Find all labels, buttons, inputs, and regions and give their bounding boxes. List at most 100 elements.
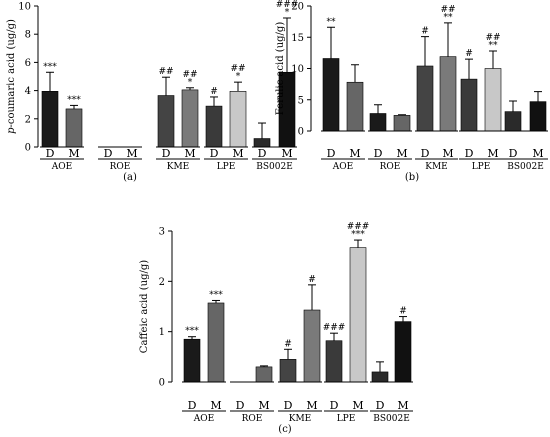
significance-label: ## — [485, 33, 500, 43]
significance-label: # — [308, 275, 316, 285]
x-tick-label: D — [376, 399, 385, 412]
y-tick-label: 10 — [291, 64, 304, 75]
significance-label: * — [285, 8, 290, 18]
bar — [157, 95, 175, 148]
bar — [183, 338, 201, 383]
bar — [394, 321, 412, 383]
x-tick-label: M — [396, 147, 407, 160]
bar — [346, 81, 364, 132]
significance-label: * — [236, 72, 241, 82]
y-axis-label: Ferulic acid (ug/g) — [275, 22, 286, 116]
significance-label: # — [399, 307, 407, 317]
y-tick-label: 8 — [25, 30, 31, 41]
bar — [349, 247, 367, 383]
x-tick-label: M — [232, 147, 243, 160]
x-tick-label: D — [327, 147, 336, 160]
y-tick-label: 1 — [159, 327, 165, 338]
significance-label: *** — [209, 290, 223, 300]
x-tick-label: M — [281, 147, 292, 160]
panel-label: (c) — [278, 424, 292, 435]
group-label: ROE — [242, 414, 263, 424]
significance-label: ### — [347, 222, 370, 232]
bar — [504, 111, 522, 132]
group-label: BS002E — [507, 162, 544, 172]
group-label: AOE — [193, 414, 214, 424]
bar — [279, 359, 297, 383]
bar — [393, 115, 411, 132]
x-tick-label: M — [258, 399, 269, 412]
bar — [529, 101, 547, 132]
y-tick-label: 4 — [25, 86, 31, 97]
significance-label: ** — [489, 41, 499, 51]
x-tick-label: M — [352, 399, 363, 412]
group-label: BS002E — [256, 162, 293, 172]
bar — [255, 366, 273, 383]
x-tick-label: M — [397, 399, 408, 412]
x-tick-label: D — [509, 147, 518, 160]
x-tick-label: D — [421, 147, 430, 160]
y-tick-label: 0 — [159, 378, 165, 389]
significance-label: ## — [230, 64, 245, 74]
group-label: AOE — [332, 162, 353, 172]
bar — [253, 138, 271, 148]
x-tick-label: M — [68, 147, 79, 160]
y-axis-label: Caffeic acid (ug/g) — [139, 260, 150, 353]
significance-label: ### — [276, 0, 299, 10]
group-label: KME — [425, 162, 448, 172]
y-tick-label: 2 — [159, 277, 165, 288]
significance-label: *** — [185, 327, 199, 337]
x-tick-label: M — [442, 147, 453, 160]
y-tick-label: 6 — [25, 58, 31, 69]
x-tick-label: D — [162, 147, 171, 160]
x-tick-label: M — [184, 147, 195, 160]
x-tick-label: M — [487, 147, 498, 160]
group-label: AOE — [51, 162, 72, 172]
x-tick-label: M — [210, 399, 221, 412]
y-tick-label: 10 — [18, 2, 31, 13]
y-tick-label: 2 — [25, 114, 31, 125]
x-tick-label: D — [374, 147, 383, 160]
bar — [229, 91, 247, 148]
significance-label: ## — [158, 67, 173, 77]
bar — [207, 302, 225, 383]
significance-label: ## — [440, 5, 455, 15]
x-tick-label: D — [46, 147, 55, 160]
bar — [439, 56, 457, 132]
group-label: KME — [289, 414, 312, 424]
significance-label: # — [210, 87, 218, 97]
y-tick-label: 5 — [298, 95, 304, 106]
bar — [369, 113, 387, 132]
group-label: LPE — [337, 414, 356, 424]
y-tick-label: 3 — [159, 227, 165, 238]
significance-label: *** — [351, 230, 365, 240]
bar — [416, 65, 434, 132]
x-tick-label: D — [236, 399, 245, 412]
bar — [371, 371, 389, 383]
y-tick-label: 15 — [291, 33, 304, 44]
group-label: KME — [167, 162, 190, 172]
x-tick-label: D — [465, 147, 474, 160]
y-axis-label: p-coumaric acid (ug/g) — [6, 19, 17, 134]
x-tick-label: D — [104, 147, 113, 160]
group-label: ROE — [380, 162, 401, 172]
significance-label: *** — [67, 95, 81, 105]
bar — [322, 58, 340, 132]
bar — [303, 309, 321, 383]
significance-label: # — [421, 27, 429, 37]
significance-label: ** — [444, 13, 454, 23]
x-tick-label: D — [188, 399, 197, 412]
panel-label: (a) — [123, 172, 137, 183]
group-label: LPE — [217, 162, 236, 172]
significance-label: # — [465, 49, 473, 59]
panel-label: (b) — [405, 172, 419, 183]
y-tick-label: 20 — [291, 2, 304, 13]
group-label: BS002E — [373, 414, 410, 424]
significance-label: ### — [323, 323, 346, 333]
significance-label: ** — [327, 17, 337, 27]
group-label: LPE — [472, 162, 491, 172]
bar — [325, 340, 343, 383]
x-tick-label: M — [532, 147, 543, 160]
